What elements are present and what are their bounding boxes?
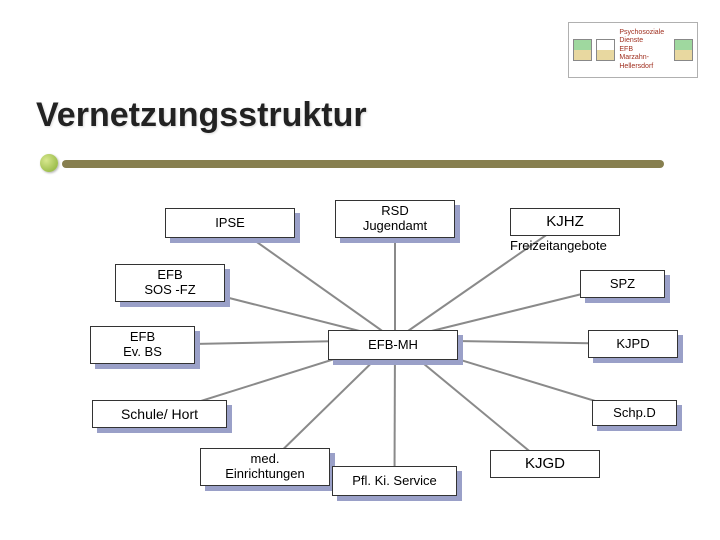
node-efbev: EFBEv. BS [90, 326, 195, 364]
node-schpd: Schp.D [592, 400, 677, 426]
logo-glyph-1 [573, 39, 592, 61]
node-efbsos: EFBSOS -FZ [115, 264, 225, 302]
header-logo: Psychosoziale DiensteEFBMarzahn-Hellersd… [568, 22, 698, 78]
network-diagram: IPSE RSDJugendamt KJHZ EFBSOS -FZ SPZ EFBEv. … [0, 180, 720, 540]
logo-caption: Psychosoziale DiensteEFBMarzahn-Hellersd… [619, 29, 669, 71]
freizeit-label: Freizeitangebote [510, 238, 607, 253]
node-schule: Schule/ Hort [92, 400, 227, 428]
node-spz: SPZ [580, 270, 665, 298]
node-kjpd: KJPD [588, 330, 678, 358]
logo-glyph-3 [674, 39, 693, 61]
node-ipse: IPSE [165, 208, 295, 238]
page-title: Vernetzungsstruktur [36, 96, 367, 135]
title-underline [62, 160, 664, 168]
node-pflki: Pfl. Ki. Service [332, 466, 457, 496]
title-bullet [40, 154, 58, 172]
logo-glyph-2 [596, 39, 615, 61]
node-kjgd: KJGD [490, 450, 600, 478]
node-efbmh: EFB-MH [328, 330, 458, 360]
node-rsd: RSDJugendamt [335, 200, 455, 238]
node-med: med.Einrichtungen [200, 448, 330, 486]
node-kjhz: KJHZ [510, 208, 620, 236]
